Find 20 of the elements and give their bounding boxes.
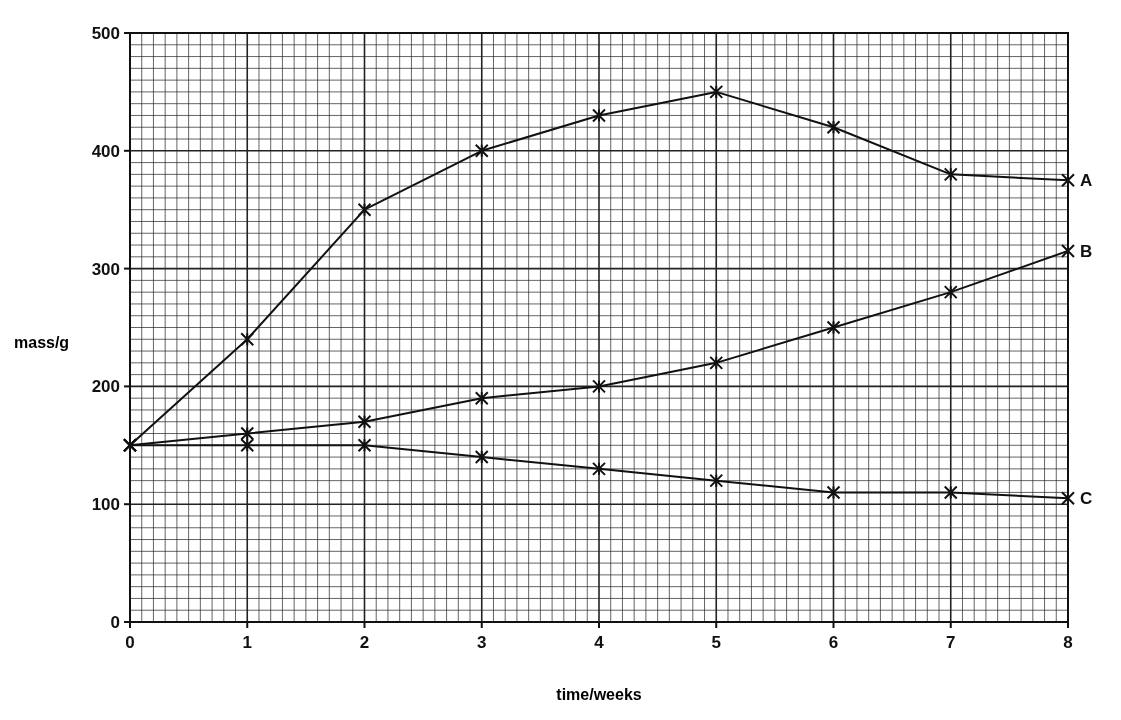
x-tick-label: 7 (946, 633, 956, 652)
x-axis-title: time/weeks (556, 686, 642, 703)
y-tick-label: 100 (91, 495, 120, 515)
y-tick-label: 0 (110, 612, 120, 632)
x-tick-label: 0 (125, 633, 135, 652)
x-tick-label: 3 (477, 633, 487, 652)
x-tick-label: 5 (711, 633, 721, 652)
series-label: B (1080, 241, 1093, 261)
x-tick-label: 1 (242, 633, 252, 652)
y-tick-label: 200 (91, 377, 120, 397)
y-tick-label: 500 (91, 23, 120, 43)
y-axis-title: mass/g (14, 333, 70, 351)
x-tick-label: 2 (359, 633, 370, 652)
y-tick-label: 400 (91, 141, 120, 161)
series-label: A (1080, 171, 1093, 191)
x-tick-label: 8 (1063, 633, 1073, 652)
y-tick-label: 300 (91, 259, 120, 279)
x-tick-label: 6 (828, 633, 839, 652)
series-label: C (1080, 489, 1093, 509)
x-tick-label: 4 (594, 633, 605, 652)
